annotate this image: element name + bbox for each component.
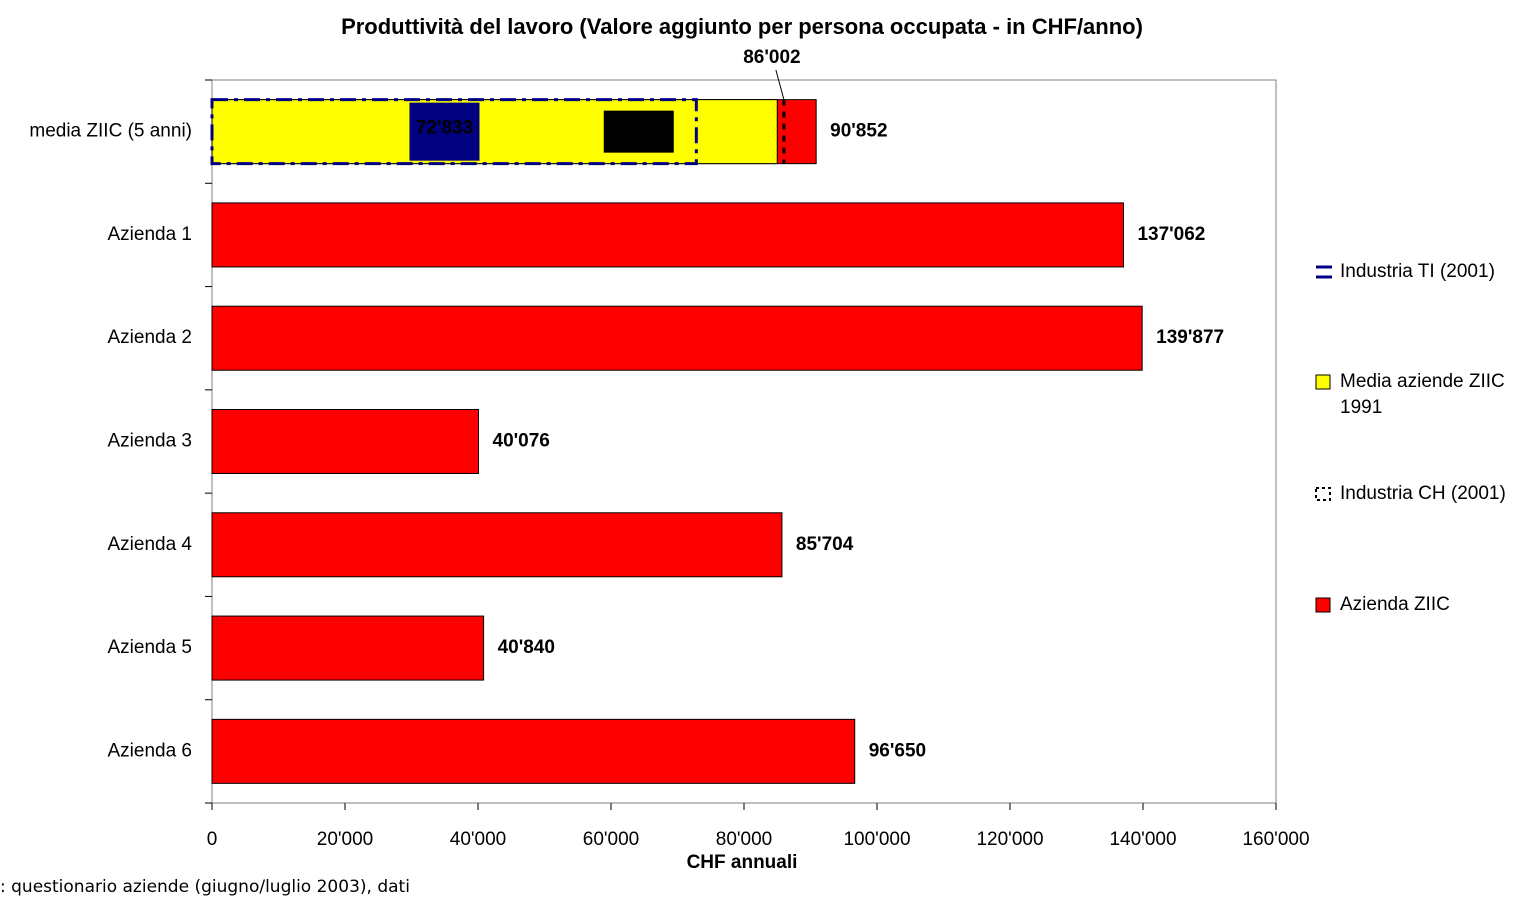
bar	[211, 409, 480, 474]
x-tick-label: 0	[207, 829, 218, 850]
value-label-box	[603, 110, 674, 153]
x-tick-label: 40'000	[450, 829, 506, 850]
value-label: 90'852	[830, 121, 887, 142]
bar	[211, 718, 856, 784]
y-tick-label: Azienda 3	[107, 431, 192, 452]
x-tick-label: 100'000	[843, 829, 910, 850]
x-axis-label: CHF annuali	[687, 852, 798, 873]
x-tick-label: 120'000	[976, 829, 1043, 850]
y-tick-label: Azienda 5	[107, 637, 192, 658]
legend-label: Media aziende ZIIC 1991	[1340, 371, 1505, 418]
legend-swatch	[1315, 597, 1331, 613]
y-tick-label: Azienda 6	[107, 740, 192, 761]
y-tick-label: Azienda 4	[107, 534, 192, 555]
value-label: 40'840	[498, 637, 555, 658]
bar	[211, 615, 485, 681]
x-tick-label: 140'000	[1109, 829, 1176, 850]
bar	[211, 305, 1143, 371]
y-tick-label: Azienda 2	[107, 327, 192, 348]
legend-swatch	[1315, 487, 1331, 501]
y-tick-label: media ZIIC (5 anni)	[29, 121, 192, 142]
leader-line	[775, 69, 785, 100]
value-label: 96'650	[869, 740, 926, 761]
chart-title: Produttività del lavoro (Valore aggiunto…	[341, 14, 1143, 39]
legend-swatch	[1315, 374, 1331, 390]
source-note: : questionario aziende (giugno/luglio 20…	[0, 877, 410, 897]
reference-box	[210, 98, 698, 166]
bar	[211, 512, 783, 578]
value-label: 40'076	[493, 431, 550, 452]
value-label: 139'877	[1156, 327, 1224, 348]
value-label: 86'002	[743, 47, 800, 68]
x-tick-label: 80'000	[716, 829, 772, 850]
value-label-box	[409, 102, 480, 161]
legend-label: Industria CH (2001)	[1340, 483, 1506, 504]
legend-label: Industria TI (2001)	[1340, 261, 1495, 282]
value-label: 85'000	[610, 121, 667, 142]
value-label: 137'062	[1137, 224, 1205, 245]
legend-label: Azienda ZIIC	[1340, 594, 1450, 615]
x-tick-label: 60'000	[583, 829, 639, 850]
value-label: 72'833	[416, 118, 473, 139]
x-tick-label: 20'000	[317, 829, 373, 850]
bar	[211, 99, 778, 165]
bar	[211, 202, 1124, 268]
value-label: 85'704	[796, 534, 854, 555]
x-tick-label: 160'000	[1242, 829, 1309, 850]
y-tick-label: Azienda 1	[107, 224, 192, 245]
